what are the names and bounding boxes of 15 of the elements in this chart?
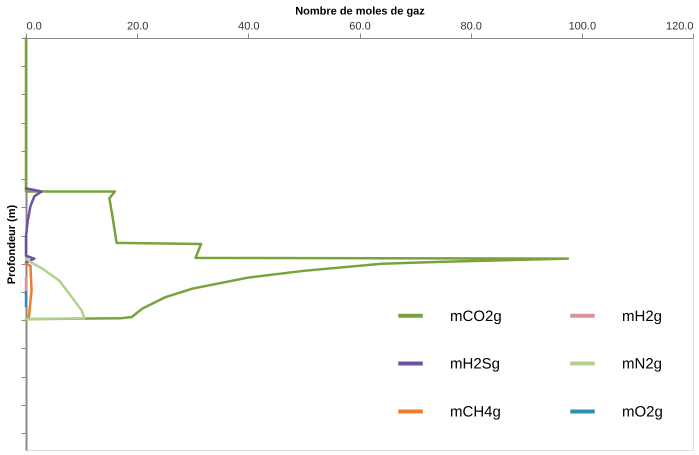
x-axis-title: Nombre de moles de gaz: [295, 6, 426, 18]
legend-label: mH2Sg: [450, 356, 500, 372]
x-tick-label: 0.0: [26, 20, 42, 32]
legend-label: mCH4g: [450, 404, 501, 420]
x-tick-label: 80.0: [460, 20, 482, 32]
legend-label: mO2g: [622, 404, 663, 420]
legend-label: mN2g: [622, 356, 662, 372]
x-tick-label: 120.0: [666, 20, 694, 32]
x-tick-label: 40.0: [238, 20, 260, 32]
legend-label: mCO2g: [450, 308, 502, 325]
y-axis-title: Profondeur (m): [6, 204, 18, 284]
x-tick-label: 60.0: [349, 20, 371, 32]
legend-label: mH2g: [622, 308, 662, 325]
x-tick-label: 20.0: [126, 20, 148, 32]
x-tick-label: 100.0: [568, 20, 596, 32]
